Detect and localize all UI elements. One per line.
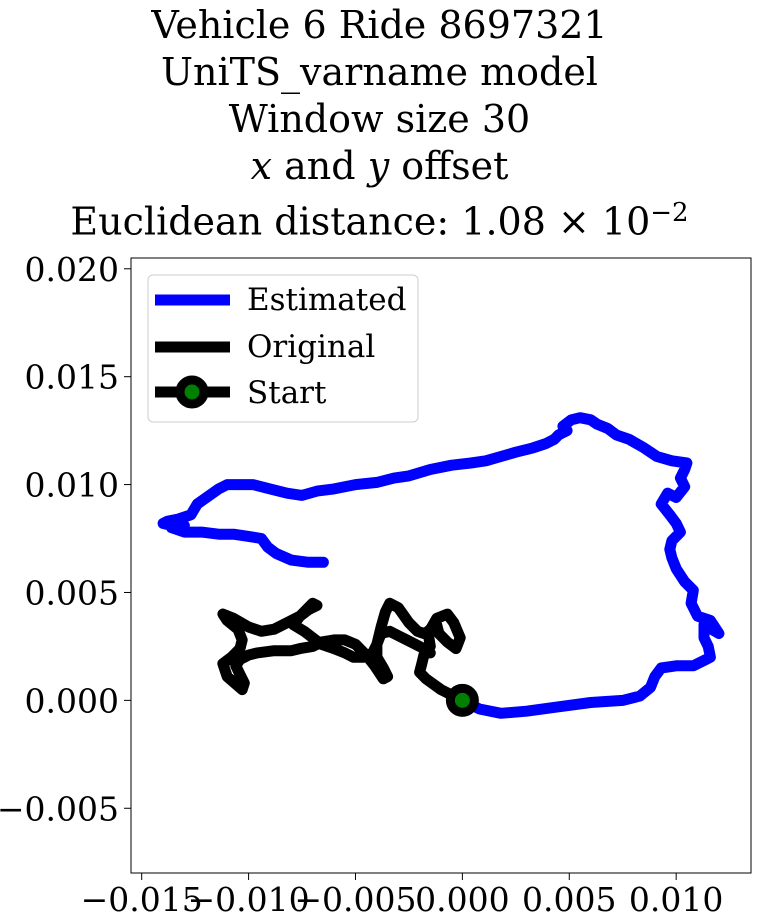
title-line-4: x and y offset: [0, 143, 759, 190]
title-line-2: UniTS_varname model: [161, 50, 598, 94]
legend: Estimated Original Start: [147, 274, 419, 423]
title-line-1: Vehicle 6 Ride 8697321: [151, 3, 608, 47]
title-distance-exponent: −2: [650, 198, 689, 228]
title-line-3: Window size 30: [228, 97, 531, 141]
x-tick-label: 0.005: [522, 880, 616, 919]
x-tick-label: −0.010: [188, 880, 310, 919]
title-offset-text: offset: [389, 144, 509, 188]
title-x-symbol: x: [250, 144, 273, 188]
start-point-marker: [445, 683, 479, 717]
series-line-estimated: [157, 412, 725, 719]
y-tick-label: 0.015: [25, 358, 119, 397]
x-tick-label: 0.010: [629, 880, 723, 919]
legend-start-marker: [175, 375, 209, 409]
title-and-text: and: [272, 144, 368, 188]
series-layer: [157, 412, 725, 719]
chart-title: Vehicle 6 Ride 8697321 UniTS_varname mod…: [0, 2, 759, 246]
legend-box: [147, 274, 419, 423]
y-tick-label: 0.005: [25, 573, 119, 612]
title-distance-prefix: Euclidean distance:: [70, 199, 462, 244]
y-tick-label: 0.010: [25, 466, 119, 505]
plot-frame: [130, 257, 752, 874]
title-y-symbol: y: [367, 144, 390, 188]
y-tick-label: 0.000: [25, 681, 119, 720]
x-tick-label: −0.005: [294, 880, 416, 919]
legend-estimated-label: Estimated: [247, 282, 406, 318]
title-line-5: Euclidean distance: 1.08 × 10−2: [0, 190, 759, 246]
x-tick-label: −0.015: [81, 880, 203, 919]
y-tick-label: 0.020: [25, 250, 119, 289]
series-line-original: [217, 597, 468, 706]
title-distance-times: × 10: [545, 199, 651, 244]
legend-start-label: Start: [247, 375, 327, 411]
legend-original-label: Original: [247, 329, 375, 365]
y-tick-label: −0.005: [0, 789, 119, 828]
title-distance-mantissa: 1.08: [461, 199, 546, 244]
x-tick-label: 0.000: [415, 880, 509, 919]
